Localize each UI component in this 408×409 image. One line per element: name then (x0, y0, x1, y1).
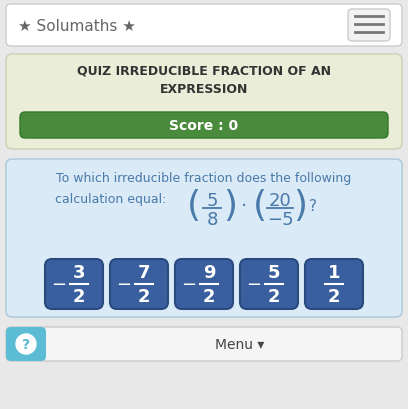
Circle shape (16, 334, 36, 354)
Text: ·: · (241, 197, 247, 216)
Text: 3: 3 (73, 263, 85, 281)
Text: calculation equal:: calculation equal: (55, 193, 166, 205)
Text: ?: ? (22, 337, 30, 351)
FancyBboxPatch shape (6, 5, 402, 47)
Text: 9: 9 (203, 263, 215, 281)
Text: −: − (246, 275, 262, 293)
Text: To which irreducible fraction does the following: To which irreducible fraction does the f… (56, 172, 352, 184)
FancyBboxPatch shape (240, 259, 298, 309)
Text: 2: 2 (328, 287, 340, 305)
Text: ): ) (293, 189, 307, 222)
Text: 2: 2 (73, 287, 85, 305)
Text: QUIZ IRREDUCIBLE FRACTION OF AN
EXPRESSION: QUIZ IRREDUCIBLE FRACTION OF AN EXPRESSI… (77, 65, 331, 96)
FancyBboxPatch shape (6, 327, 402, 361)
FancyBboxPatch shape (6, 160, 402, 317)
Text: (: ( (187, 189, 201, 222)
Text: −5: −5 (267, 211, 293, 229)
Text: 2: 2 (203, 287, 215, 305)
FancyBboxPatch shape (45, 259, 103, 309)
FancyBboxPatch shape (348, 10, 390, 42)
Text: Menu ▾: Menu ▾ (215, 337, 265, 351)
Text: (: ( (253, 189, 267, 222)
Text: 5: 5 (268, 263, 280, 281)
Text: 8: 8 (206, 211, 218, 229)
Text: 5: 5 (206, 191, 218, 209)
Text: −: − (116, 275, 131, 293)
Text: 1: 1 (328, 263, 340, 281)
FancyBboxPatch shape (6, 327, 46, 361)
Text: 7: 7 (138, 263, 150, 281)
Text: ?: ? (309, 199, 317, 214)
FancyBboxPatch shape (20, 113, 388, 139)
FancyBboxPatch shape (6, 55, 402, 150)
Text: −: − (182, 275, 197, 293)
Text: ★ Solumaths ★: ★ Solumaths ★ (18, 18, 136, 34)
Text: Score : 0: Score : 0 (169, 119, 239, 133)
FancyBboxPatch shape (305, 259, 363, 309)
Text: 2: 2 (268, 287, 280, 305)
FancyBboxPatch shape (175, 259, 233, 309)
Text: 20: 20 (268, 191, 291, 209)
Text: −: − (51, 275, 67, 293)
FancyBboxPatch shape (110, 259, 168, 309)
Text: ): ) (223, 189, 237, 222)
Text: 2: 2 (138, 287, 150, 305)
